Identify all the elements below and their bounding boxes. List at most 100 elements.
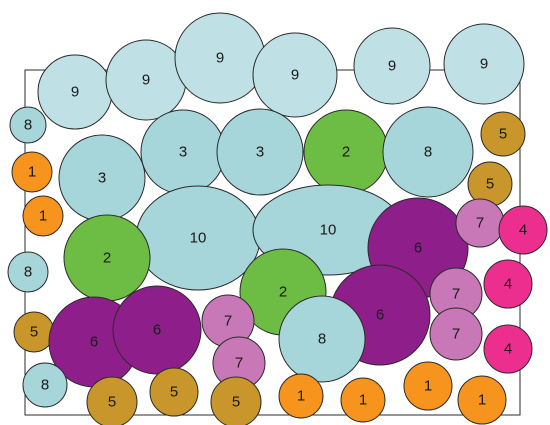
plant-shape [149, 367, 199, 417]
plant-shape [480, 111, 526, 157]
plant-number-label: 8 [24, 264, 32, 281]
plant-number-label: 1 [28, 164, 36, 181]
plant-shape [498, 205, 548, 255]
plant-number-label: 3 [256, 144, 264, 161]
plant-3-circle-12: 3 [216, 108, 304, 196]
plant-shape [353, 27, 431, 105]
plant-5-circle-28: 5 [13, 311, 55, 353]
plant-number-label: 7 [224, 313, 232, 330]
plant-7-circle-20: 7 [455, 198, 505, 248]
plant-number-label: 6 [376, 307, 384, 324]
plant-number-label: 1 [297, 388, 305, 405]
plant-8-circle-36: 8 [22, 362, 68, 408]
plant-shape [403, 361, 453, 411]
plant-shape [9, 106, 47, 144]
plant-number-label: 7 [235, 355, 243, 372]
plant-1-circle-43: 1 [457, 375, 507, 425]
plant-layer: 9 9 9 9 9 9 8 5 1 3 3 3 2 8 5 1 10 10 6 7 4 8 2 2 6 7 4 5 6 6 7 7 8 7 4 8 5 5… [7, 12, 548, 425]
plant-number-label: 7 [452, 326, 460, 343]
plant-9-circle-5: 9 [353, 27, 431, 105]
plant-number-label: 1 [39, 208, 47, 225]
plant-number-label: 7 [476, 215, 484, 232]
plant-5-circle-38: 5 [149, 367, 199, 417]
plant-number-label: 5 [108, 394, 116, 411]
plant-number-label: 1 [424, 378, 432, 395]
plant-shape [86, 376, 138, 425]
plant-number-label: 9 [142, 72, 150, 89]
plant-shape [216, 108, 304, 196]
plant-1-circle-40: 1 [278, 373, 324, 419]
plant-4-circle-27: 4 [483, 259, 533, 309]
plant-shape [11, 151, 53, 193]
plant-shape [429, 307, 483, 361]
plant-shape [7, 251, 49, 293]
plant-3-circle-11: 3 [140, 109, 226, 195]
plant-number-label: 2 [279, 284, 287, 301]
plant-5-circle-8: 5 [480, 111, 526, 157]
plant-4-circle-35: 4 [483, 324, 533, 374]
plant-number-label: 4 [504, 341, 512, 358]
plant-shape [483, 259, 533, 309]
plant-shape [210, 376, 262, 425]
plant-shape [382, 106, 474, 198]
plant-number-label: 6 [414, 240, 422, 257]
plant-number-label: 9 [216, 50, 224, 67]
plant-shape [22, 195, 64, 237]
plant-number-label: 5 [30, 324, 38, 341]
plant-3-circle-10: 3 [58, 134, 146, 222]
plant-8-circle-33: 8 [278, 295, 366, 383]
plant-9-circle-6: 9 [443, 23, 525, 105]
plant-9-circle-3: 9 [174, 12, 266, 104]
plant-shape [112, 285, 202, 375]
plant-number-label: 8 [318, 331, 326, 348]
plant-1-circle-41: 1 [340, 377, 386, 423]
plant-2-circle-23: 2 [63, 214, 151, 302]
plant-number-label: 8 [41, 377, 49, 394]
plant-number-label: 6 [153, 322, 161, 339]
plant-number-label: 5 [170, 384, 178, 401]
plant-10-circle-17: 10 [135, 185, 261, 291]
plant-5-circle-15: 5 [467, 161, 513, 207]
plant-number-label: 1 [478, 392, 486, 409]
plant-shape [340, 377, 386, 423]
plant-number-label: 8 [24, 117, 32, 134]
plant-number-label: 9 [480, 56, 488, 73]
plant-number-label: 10 [190, 230, 207, 247]
plant-4-circle-21: 4 [498, 205, 548, 255]
plant-1-circle-42: 1 [403, 361, 453, 411]
plant-number-label: 9 [388, 58, 396, 75]
plant-9-circle-4: 9 [252, 32, 338, 118]
plant-number-label: 5 [499, 126, 507, 143]
plant-number-label: 4 [504, 276, 512, 293]
plant-number-label: 3 [98, 170, 106, 187]
plant-number-label: 8 [424, 144, 432, 161]
plant-8-circle-14: 8 [382, 106, 474, 198]
plant-5-circle-39: 5 [210, 376, 262, 425]
plant-6-circle-30: 6 [112, 285, 202, 375]
plant-number-label: 10 [320, 222, 337, 239]
plant-number-label: 7 [452, 286, 460, 303]
plant-shape [278, 295, 366, 383]
plant-1-circle-9: 1 [11, 151, 53, 193]
plant-number-label: 1 [359, 392, 367, 409]
plant-shape [22, 362, 68, 408]
plant-number-label: 5 [486, 176, 494, 193]
plant-shape [457, 375, 507, 425]
plant-number-label: 2 [103, 250, 111, 267]
plant-number-label: 9 [71, 84, 79, 101]
plant-shape [443, 23, 525, 105]
plant-number-label: 2 [342, 144, 350, 161]
plant-shape [483, 324, 533, 374]
plant-number-label: 3 [179, 144, 187, 161]
plant-number-label: 9 [291, 67, 299, 84]
plant-number-label: 6 [90, 334, 98, 351]
plant-2-circle-13: 2 [303, 109, 389, 195]
plant-8-circle-22: 8 [7, 251, 49, 293]
plant-1-circle-16: 1 [22, 195, 64, 237]
plant-shape [278, 373, 324, 419]
plant-9-circle-2: 9 [105, 39, 187, 121]
plant-7-circle-34: 7 [429, 307, 483, 361]
plant-number-label: 5 [232, 394, 240, 411]
plant-shape [252, 32, 338, 118]
